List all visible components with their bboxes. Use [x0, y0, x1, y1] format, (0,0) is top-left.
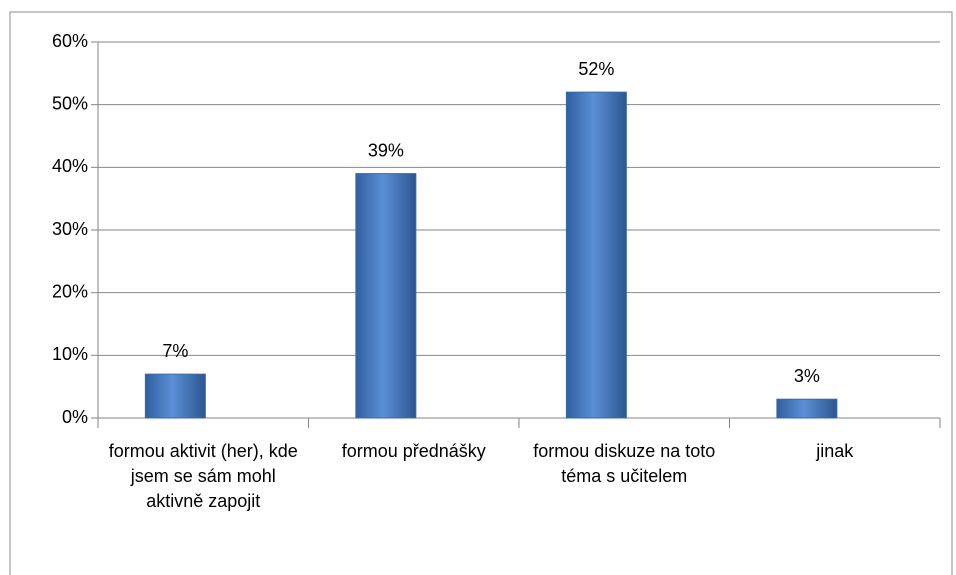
- data-label: 52%: [578, 59, 614, 79]
- x-tick-label: formou přednášky: [341, 441, 486, 461]
- data-label: 7%: [162, 341, 188, 361]
- chart-border: [9, 11, 953, 575]
- y-tick-label: 30%: [52, 219, 88, 239]
- y-tick-label: 60%: [52, 31, 88, 51]
- y-tick-label: 20%: [52, 281, 88, 301]
- bar: [355, 173, 417, 419]
- bar: [776, 398, 838, 419]
- bar: [565, 91, 627, 419]
- x-tick-label: formou aktivit (her), kde jsem se sám mo…: [108, 441, 298, 511]
- x-tick-label: jinak: [816, 441, 854, 461]
- y-tick-label: 10%: [52, 344, 88, 364]
- y-tick-label: 50%: [52, 93, 88, 113]
- y-tick-label: 0%: [62, 407, 88, 427]
- data-label: 3%: [794, 366, 820, 386]
- data-label: 39%: [368, 140, 404, 160]
- x-tick-label: formou diskuze na toto téma s učitelem: [533, 441, 716, 486]
- y-tick-label: 40%: [52, 156, 88, 176]
- bar: [144, 373, 206, 419]
